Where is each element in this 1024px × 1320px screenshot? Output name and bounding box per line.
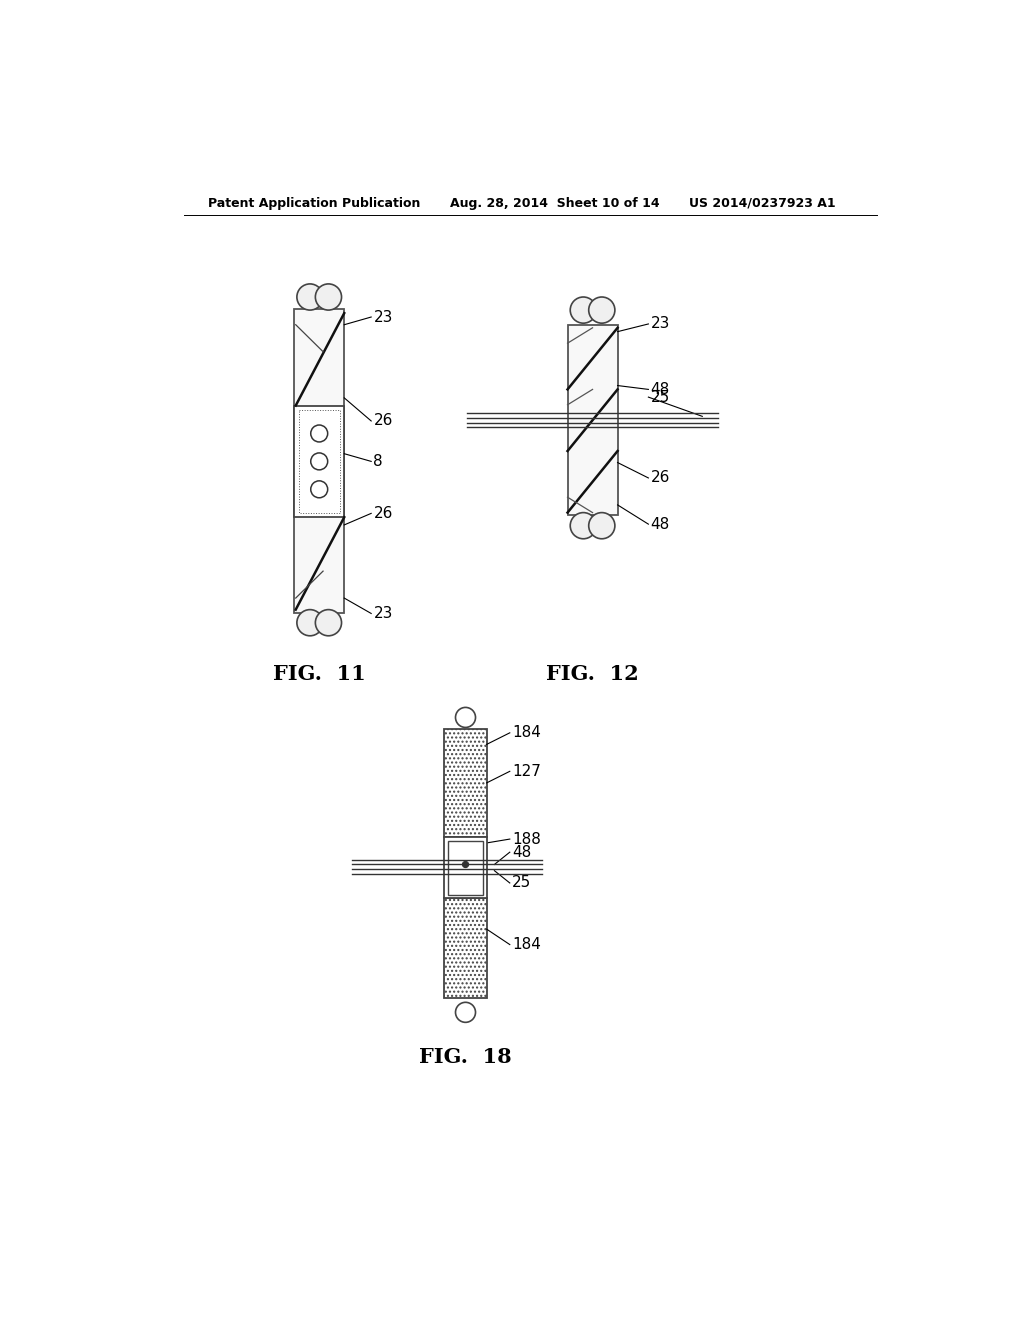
Text: 48: 48 — [650, 381, 670, 397]
Bar — [444, 899, 486, 998]
Text: 23: 23 — [374, 606, 393, 620]
Text: 25: 25 — [650, 389, 670, 405]
Text: FIG.  18: FIG. 18 — [419, 1047, 512, 1067]
Circle shape — [589, 297, 614, 323]
Circle shape — [310, 453, 328, 470]
Bar — [444, 729, 486, 837]
Text: 25: 25 — [512, 875, 531, 891]
Circle shape — [456, 708, 475, 727]
Text: FIG.  11: FIG. 11 — [272, 664, 366, 684]
Text: 48: 48 — [650, 516, 670, 532]
Text: FIG.  12: FIG. 12 — [546, 664, 639, 684]
Text: 8: 8 — [374, 454, 383, 469]
Bar — [567, 326, 617, 515]
Bar — [294, 405, 344, 517]
Circle shape — [570, 297, 596, 323]
Bar — [449, 841, 483, 895]
Circle shape — [570, 512, 596, 539]
Text: 26: 26 — [650, 470, 670, 486]
Text: 23: 23 — [650, 317, 670, 331]
Text: 188: 188 — [512, 832, 541, 846]
Circle shape — [463, 862, 469, 867]
Text: Aug. 28, 2014  Sheet 10 of 14: Aug. 28, 2014 Sheet 10 of 14 — [451, 197, 659, 210]
Text: 26: 26 — [374, 413, 393, 429]
Bar — [299, 411, 340, 512]
Bar — [294, 309, 344, 614]
Text: Patent Application Publication: Patent Application Publication — [208, 197, 420, 210]
Circle shape — [310, 425, 328, 442]
Text: 26: 26 — [374, 506, 393, 521]
Circle shape — [310, 480, 328, 498]
Text: 127: 127 — [512, 764, 541, 779]
Text: 23: 23 — [374, 309, 393, 325]
Text: US 2014/0237923 A1: US 2014/0237923 A1 — [689, 197, 836, 210]
Bar — [444, 837, 486, 899]
Circle shape — [315, 610, 342, 636]
Circle shape — [589, 512, 614, 539]
Circle shape — [297, 284, 323, 310]
Circle shape — [456, 1002, 475, 1022]
Text: 184: 184 — [512, 937, 541, 952]
Text: 48: 48 — [512, 845, 531, 859]
Circle shape — [315, 284, 342, 310]
Text: 184: 184 — [512, 725, 541, 741]
Circle shape — [297, 610, 323, 636]
